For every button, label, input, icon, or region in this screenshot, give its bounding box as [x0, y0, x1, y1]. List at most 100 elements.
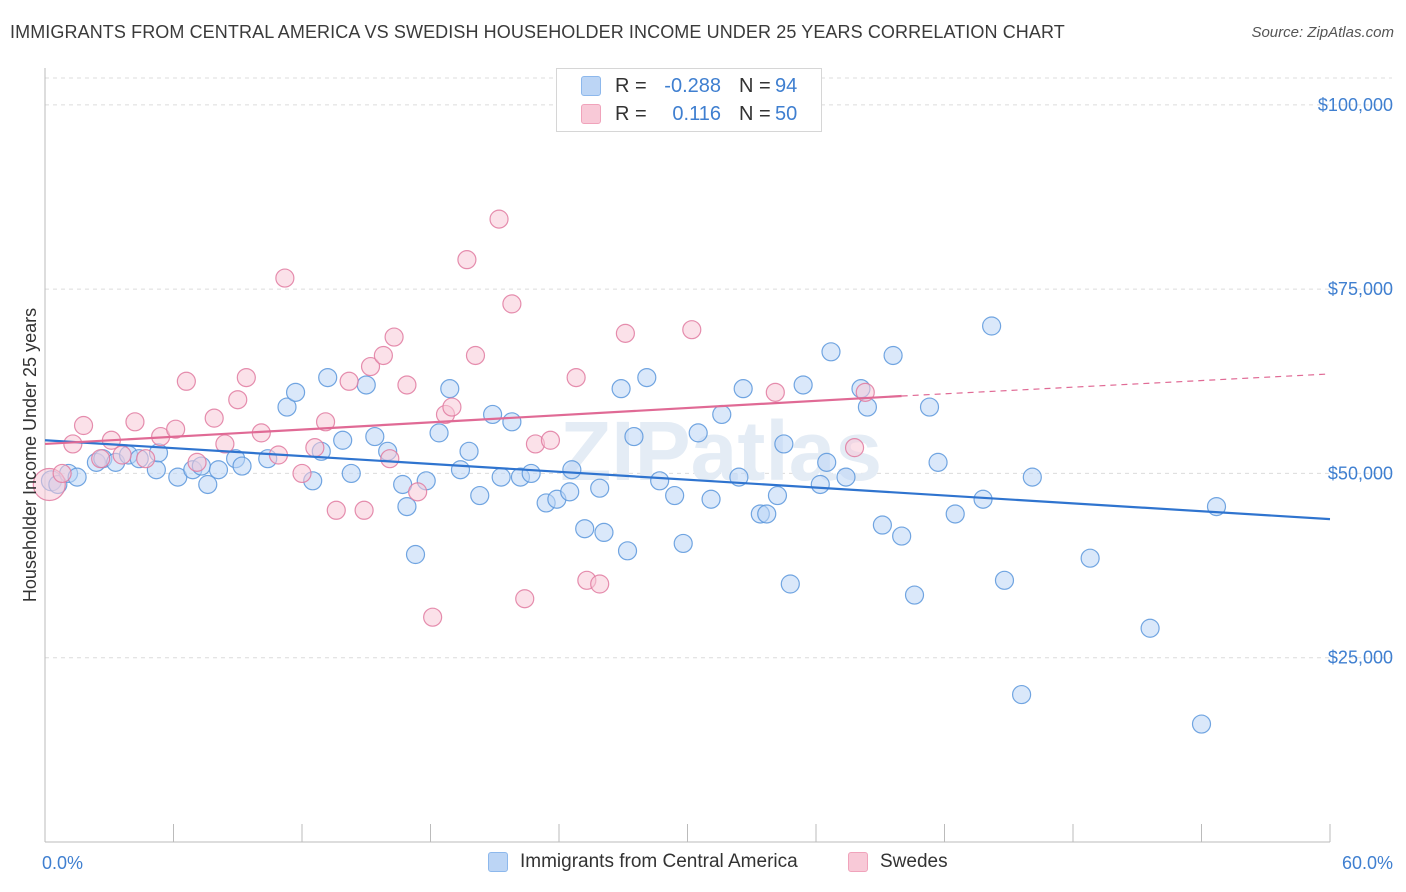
x-tick-labels: 0.0% 60.0%	[42, 853, 1393, 873]
data-point	[1022, 467, 1042, 487]
data-point	[701, 489, 721, 509]
r-label: R =	[615, 74, 647, 97]
data-point	[318, 368, 338, 388]
chart-title: IMMIGRANTS FROM CENTRAL AMERICA VS SWEDI…	[10, 22, 1065, 42]
x-tick-label: 60.0%	[1342, 853, 1393, 873]
data-point	[836, 467, 856, 487]
data-point	[682, 320, 702, 340]
data-point	[615, 323, 635, 343]
data-point	[491, 467, 511, 487]
data-point	[566, 368, 586, 388]
data-point	[688, 423, 708, 443]
legend-swatch-blue	[581, 76, 601, 96]
data-point	[774, 434, 794, 454]
data-point	[384, 327, 404, 347]
data-point	[767, 485, 788, 506]
data-point	[198, 474, 218, 495]
data-point	[112, 445, 132, 465]
r-label: R =	[615, 102, 647, 125]
data-point	[844, 438, 865, 458]
data-point	[810, 474, 830, 495]
data-point	[405, 544, 426, 565]
data-point	[275, 268, 295, 288]
data-point	[457, 250, 477, 270]
data-point	[63, 434, 83, 454]
data-point	[166, 419, 186, 439]
data-point	[423, 607, 443, 627]
data-point	[465, 345, 486, 366]
data-point	[356, 375, 376, 395]
y-tick-label: $25,000	[1328, 648, 1393, 668]
data-point	[883, 345, 903, 366]
y-tick-labels: $25,000 $50,000 $75,000 $100,000	[1318, 95, 1393, 668]
data-point	[590, 574, 610, 594]
legend-label-swedes: Swedes	[880, 851, 948, 872]
data-point	[305, 438, 325, 458]
data-point	[315, 412, 336, 432]
data-point	[590, 478, 610, 498]
trend-lines	[44, 373, 1331, 521]
data-point	[429, 423, 449, 443]
correlation-legend: R = -0.288 N = 94 R = 0.116 N = 50	[556, 68, 822, 132]
r-value: 0.116	[672, 102, 721, 125]
data-point	[187, 452, 207, 472]
data-point	[994, 570, 1015, 590]
data-point	[326, 500, 346, 520]
n-label: N =	[739, 74, 771, 97]
n-value: 50	[775, 102, 798, 125]
data-point	[277, 397, 297, 417]
data-point	[489, 209, 509, 229]
data-point	[73, 415, 94, 436]
data-point	[817, 452, 837, 472]
data-point	[459, 441, 479, 461]
trend-line-swedes	[44, 394, 902, 446]
data-point	[440, 379, 460, 399]
grid-lines	[45, 77, 1392, 659]
data-point	[1140, 618, 1160, 638]
data-point	[333, 430, 353, 450]
data-point	[1011, 684, 1032, 705]
data-point	[665, 485, 685, 506]
data-point	[360, 356, 381, 377]
data-point	[292, 463, 312, 484]
data-point	[757, 504, 777, 524]
legend-item-immigrants: Immigrants from Central America	[488, 851, 798, 873]
data-point	[821, 342, 841, 362]
data-point	[136, 449, 156, 469]
data-point	[650, 471, 670, 491]
data-point	[354, 500, 374, 520]
data-point	[1191, 714, 1212, 734]
source-label: Source: ZipAtlas.com	[1251, 24, 1394, 41]
data-point	[204, 408, 224, 428]
data-point	[637, 368, 657, 388]
data-point	[945, 504, 965, 524]
data-point	[285, 382, 306, 402]
data-point	[125, 412, 145, 432]
data-point	[91, 449, 111, 469]
data-point	[232, 456, 252, 476]
data-point	[408, 482, 428, 502]
axes	[44, 68, 1331, 843]
data-point	[502, 412, 522, 432]
y-tick-label: $100,000	[1318, 95, 1393, 115]
data-point	[373, 345, 393, 366]
data-point	[208, 460, 229, 480]
trend-line-swedes-extension	[901, 373, 1331, 397]
data-point	[397, 497, 417, 517]
data-point	[562, 460, 582, 480]
data-point	[236, 368, 256, 388]
data-point	[380, 449, 400, 469]
data-point	[712, 404, 732, 425]
legend-label-immigrants: Immigrants from Central America	[520, 851, 798, 872]
data-point	[919, 397, 940, 417]
data-point	[365, 426, 385, 447]
data-point	[442, 397, 462, 417]
data-point	[560, 482, 580, 502]
data-point	[228, 390, 248, 410]
data-point	[521, 463, 541, 484]
y-axis-label: Householder Income Under 25 years	[20, 308, 40, 602]
data-point	[575, 519, 595, 539]
data-point	[624, 426, 644, 447]
data-point	[765, 382, 785, 402]
